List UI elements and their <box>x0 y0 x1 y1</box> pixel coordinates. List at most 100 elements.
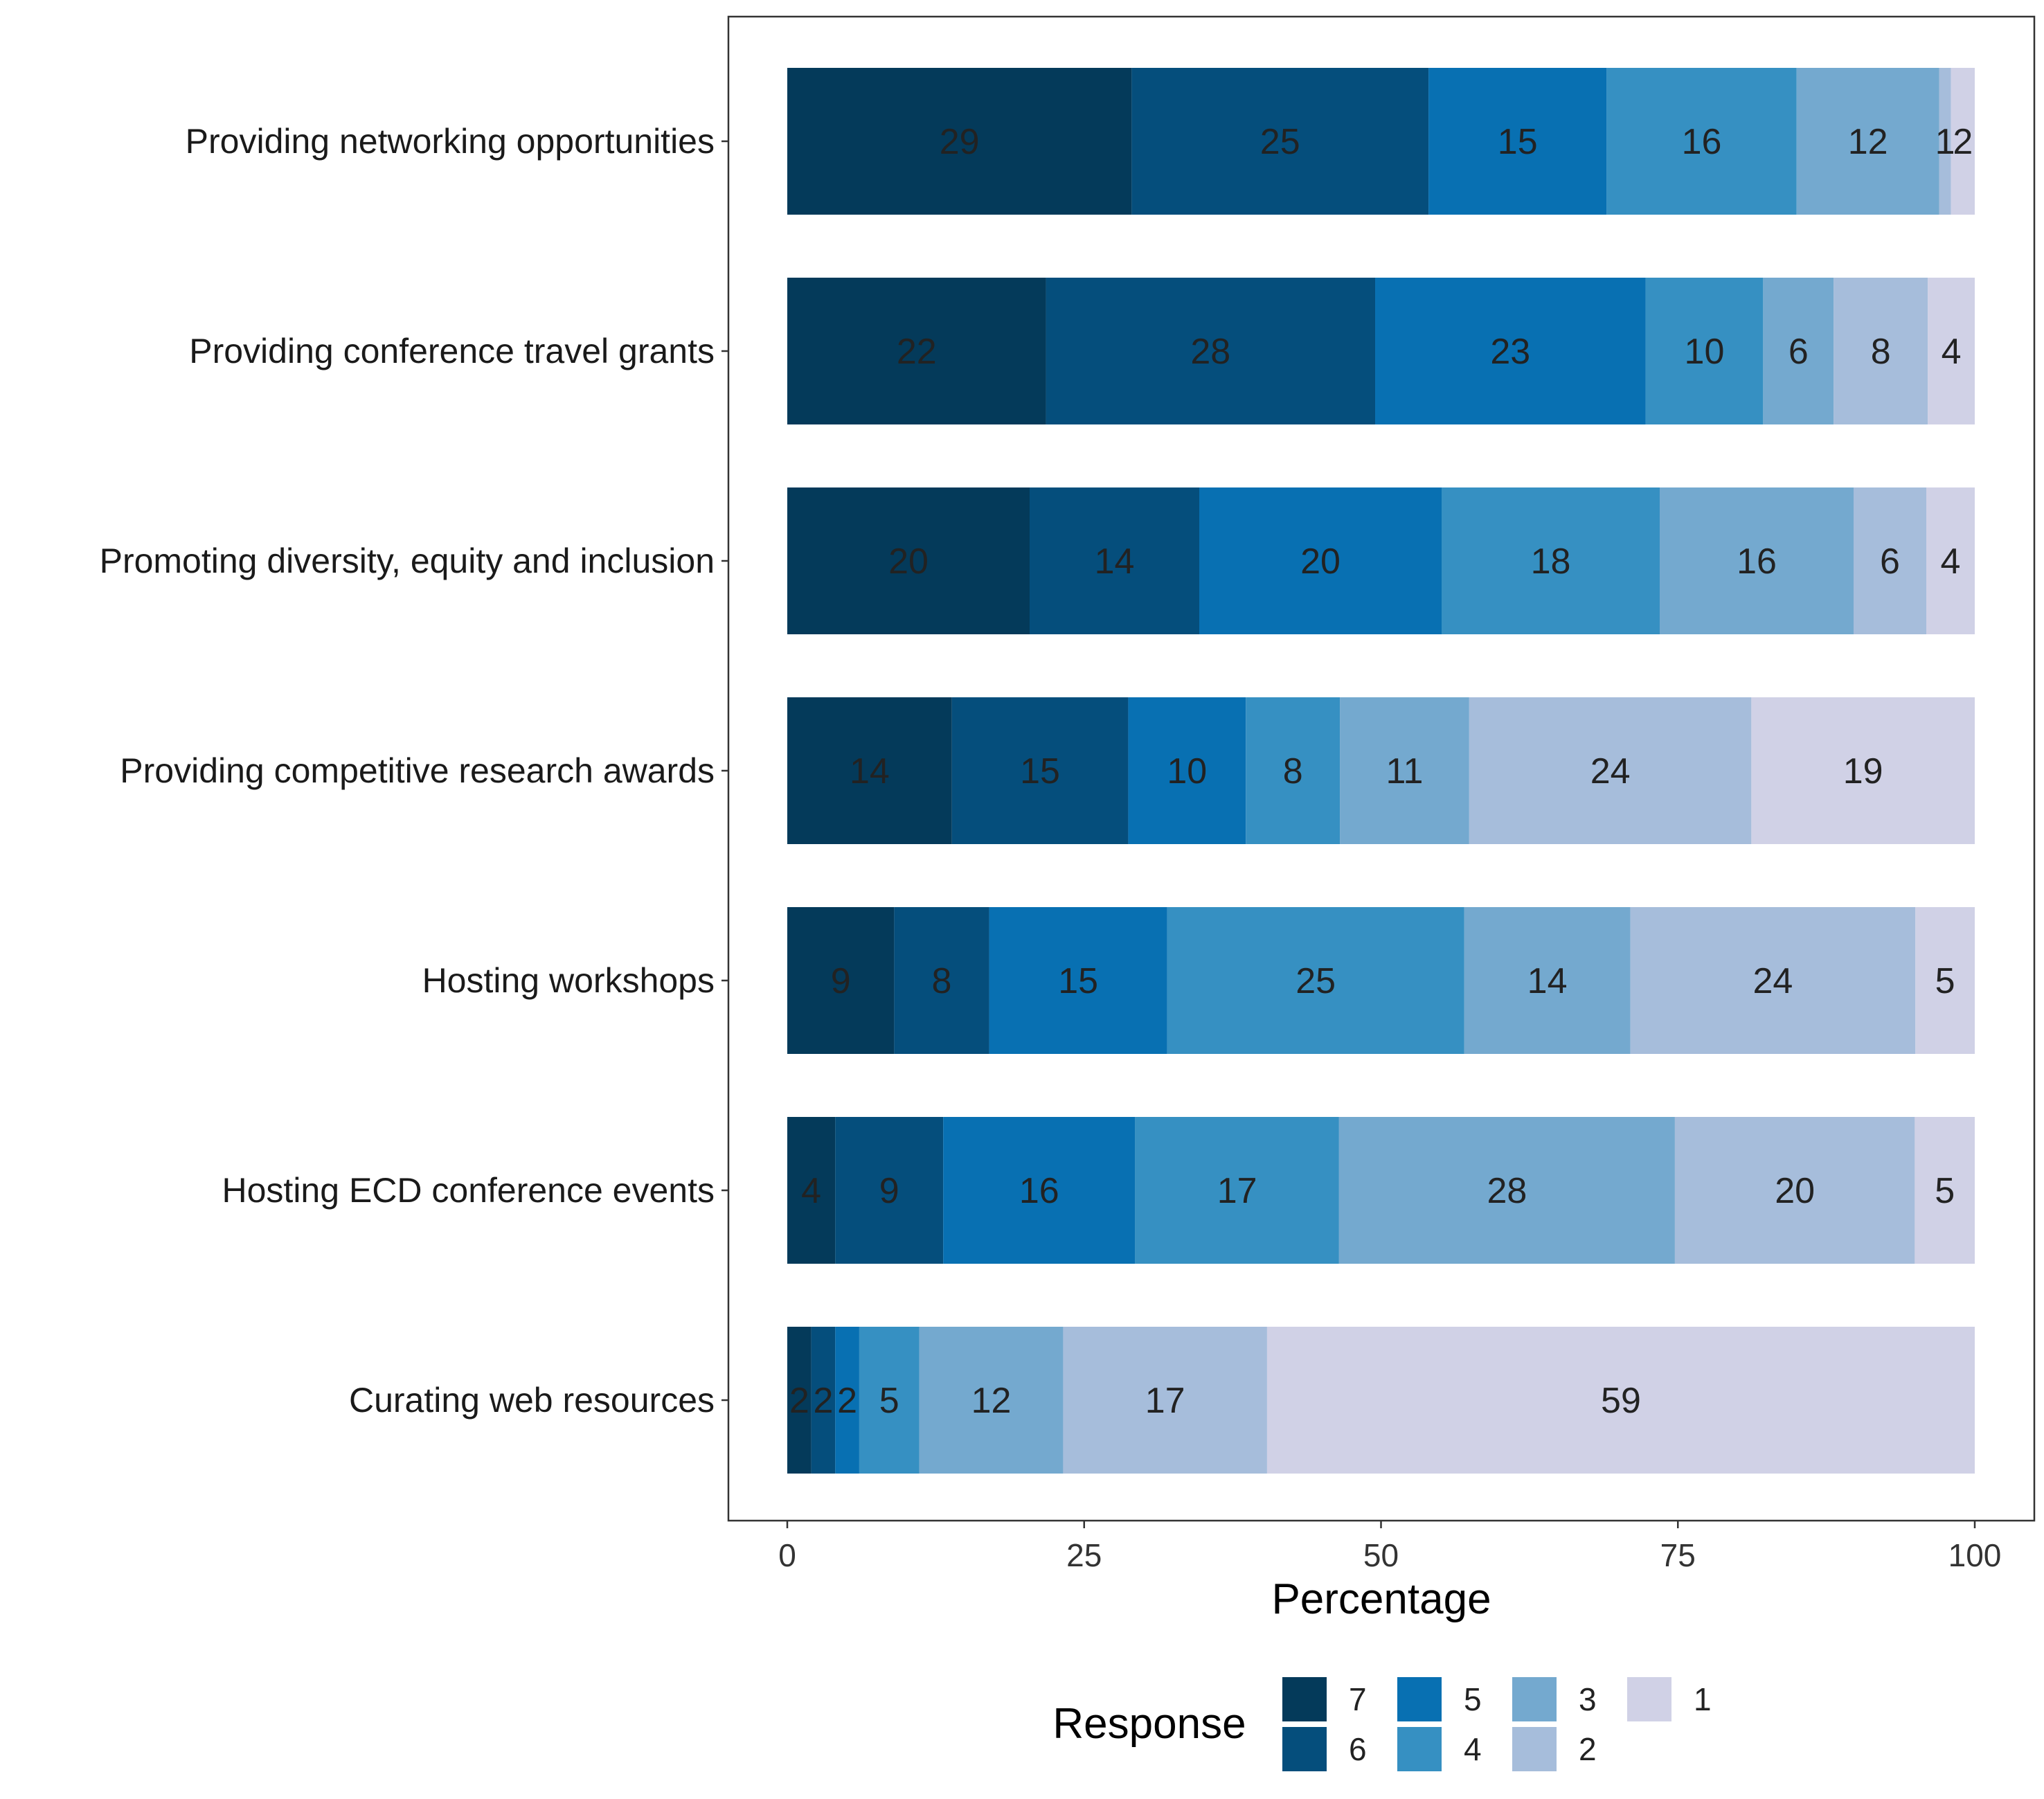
bar-segment-promoting-diversity-equity-and-inclusion-response-2 <box>1854 487 1926 634</box>
value-label-providing-conference-travel-grants-response-5: 23 <box>1490 332 1530 372</box>
category-label-hosting-workshops: Hosting workshops <box>422 961 715 1000</box>
value-label-promoting-diversity-equity-and-inclusion-response-1: 4 <box>1941 542 1961 582</box>
value-label-curating-web-resources-response-4: 5 <box>879 1381 899 1421</box>
bar-segment-providing-networking-opportunities-response-2 <box>1939 68 1951 215</box>
value-label-promoting-diversity-equity-and-inclusion-response-7: 20 <box>888 542 929 582</box>
category-axis: Providing networking opportunities Provid… <box>100 122 728 1420</box>
legend-key-3 <box>1512 1677 1557 1721</box>
bar-segment-curating-web-resources-response-1 <box>1266 1327 1975 1474</box>
legend-title: Response <box>1052 1700 1246 1748</box>
bar-segment-providing-conference-travel-grants-response-2 <box>1834 278 1928 424</box>
legend-key-4 <box>1397 1727 1442 1771</box>
value-label-promoting-diversity-equity-and-inclusion-response-2: 6 <box>1880 542 1900 582</box>
bar-segment-providing-conference-travel-grants-response-5 <box>1375 278 1646 424</box>
value-label-hosting-ecd-conference-events-response-2: 20 <box>1775 1171 1815 1211</box>
value-label-promoting-diversity-equity-and-inclusion-response-3: 16 <box>1737 542 1777 582</box>
bar-segment-hosting-workshops-response-5 <box>989 907 1167 1054</box>
value-label-providing-conference-travel-grants-response-2: 8 <box>1871 332 1891 372</box>
value-label-providing-conference-travel-grants-response-1: 4 <box>1942 332 1962 372</box>
value-label-providing-competitive-research-awards-response-3: 11 <box>1386 751 1423 791</box>
value-label-curating-web-resources-response-2: 17 <box>1145 1381 1185 1421</box>
legend-key-6 <box>1282 1727 1327 1771</box>
bar-segment-hosting-workshops-response-1 <box>1915 907 1975 1054</box>
bar-segment-curating-web-resources-response-2 <box>1063 1327 1267 1474</box>
bar-segment-promoting-diversity-equity-and-inclusion-response-7 <box>787 487 1030 634</box>
value-label-providing-networking-opportunities-response-1: 2 <box>1953 122 1973 162</box>
value-label-hosting-ecd-conference-events-response-6: 9 <box>879 1171 899 1211</box>
bar-segment-providing-conference-travel-grants-response-6 <box>1046 278 1376 424</box>
category-label-providing-competitive-research-awards: Providing competitive research awards <box>120 751 715 790</box>
value-label-hosting-workshops-response-5: 15 <box>1058 961 1098 1001</box>
value-label-providing-conference-travel-grants-response-4: 10 <box>1685 332 1725 372</box>
value-label-providing-competitive-research-awards-response-4: 8 <box>1283 751 1303 791</box>
bar-segment-providing-competitive-research-awards-response-6 <box>951 697 1129 844</box>
value-label-hosting-ecd-conference-events-response-4: 17 <box>1217 1171 1257 1211</box>
bar-segment-hosting-ecd-conference-events-response-3 <box>1338 1117 1675 1264</box>
category-label-hosting-ecd-conference-events: Hosting ECD conference events <box>222 1171 715 1210</box>
bar-segment-curating-web-resources-response-4 <box>859 1327 920 1474</box>
value-label-hosting-workshops-response-4: 25 <box>1296 961 1336 1001</box>
legend-key-5 <box>1397 1677 1442 1721</box>
bars-layer <box>787 68 1975 1474</box>
legend-label-5: 5 <box>1464 1681 1482 1717</box>
value-label-hosting-workshops-response-3: 14 <box>1527 961 1568 1001</box>
bar-segment-providing-networking-opportunities-response-4 <box>1606 68 1797 215</box>
value-label-providing-competitive-research-awards-response-7: 14 <box>850 751 890 791</box>
bar-segment-hosting-ecd-conference-events-response-5 <box>943 1117 1136 1264</box>
bar-segment-promoting-diversity-equity-and-inclusion-response-3 <box>1660 487 1854 634</box>
value-label-promoting-diversity-equity-and-inclusion-response-5: 20 <box>1300 542 1341 582</box>
value-label-hosting-ecd-conference-events-response-1: 5 <box>1935 1171 1955 1211</box>
x-axis: 0 25 50 75 100 <box>778 1521 2001 1573</box>
value-label-providing-competitive-research-awards-response-5: 10 <box>1167 751 1207 791</box>
bar-segment-providing-competitive-research-awards-response-2 <box>1469 697 1752 844</box>
value-label-providing-competitive-research-awards-response-2: 24 <box>1590 751 1631 791</box>
x-tick-label-50: 50 <box>1363 1537 1399 1573</box>
value-label-hosting-workshops-response-2: 24 <box>1753 961 1793 1001</box>
value-label-hosting-workshops-response-6: 8 <box>931 961 951 1001</box>
x-tick-label-100: 100 <box>1948 1537 2002 1573</box>
value-label-providing-conference-travel-grants-response-7: 22 <box>897 332 937 372</box>
value-label-hosting-ecd-conference-events-response-7: 4 <box>801 1171 821 1211</box>
value-label-promoting-diversity-equity-and-inclusion-response-4: 18 <box>1531 542 1571 582</box>
bar-segment-hosting-workshops-response-6 <box>894 907 989 1054</box>
category-label-providing-networking-opportunities: Providing networking opportunities <box>186 122 715 161</box>
legend-key-1 <box>1627 1677 1671 1721</box>
value-label-providing-networking-opportunities-response-4: 16 <box>1682 122 1722 162</box>
legend-label-6: 6 <box>1349 1731 1367 1767</box>
bar-segment-providing-networking-opportunities-response-7 <box>787 68 1132 215</box>
bar-segment-hosting-ecd-conference-events-response-2 <box>1674 1117 1915 1264</box>
bar-segment-promoting-diversity-equity-and-inclusion-response-4 <box>1442 487 1660 634</box>
bar-segment-hosting-workshops-response-7 <box>787 907 895 1054</box>
bar-segment-hosting-ecd-conference-events-response-1 <box>1915 1117 1975 1264</box>
bar-segment-curating-web-resources-response-6 <box>811 1327 836 1474</box>
value-label-curating-web-resources-response-5: 2 <box>837 1381 857 1421</box>
legend-label-2: 2 <box>1579 1731 1597 1767</box>
bar-segment-providing-networking-opportunities-response-3 <box>1796 68 1939 215</box>
x-tick-label-0: 0 <box>778 1537 796 1573</box>
bar-segment-providing-networking-opportunities-response-5 <box>1428 68 1607 215</box>
value-label-hosting-ecd-conference-events-response-5: 16 <box>1019 1171 1059 1211</box>
bar-segment-providing-competitive-research-awards-response-7 <box>787 697 952 844</box>
value-label-providing-networking-opportunities-response-6: 25 <box>1260 122 1300 162</box>
value-label-hosting-ecd-conference-events-response-3: 28 <box>1487 1171 1527 1211</box>
bar-segment-providing-conference-travel-grants-response-7 <box>787 278 1046 424</box>
value-label-providing-networking-opportunities-response-3: 12 <box>1848 122 1888 162</box>
bar-segment-curating-web-resources-response-5 <box>835 1327 859 1474</box>
legend-label-1: 1 <box>1694 1681 1712 1717</box>
value-label-providing-competitive-research-awards-response-6: 15 <box>1020 751 1060 791</box>
bar-segment-providing-competitive-research-awards-response-1 <box>1751 697 1975 844</box>
bar-segment-curating-web-resources-response-3 <box>919 1327 1064 1474</box>
value-label-providing-networking-opportunities-response-5: 15 <box>1498 122 1538 162</box>
legend-label-4: 4 <box>1464 1731 1482 1767</box>
value-label-curating-web-resources-response-6: 2 <box>814 1381 834 1421</box>
legend-key-2 <box>1512 1727 1557 1771</box>
bar-segment-hosting-ecd-conference-events-response-4 <box>1135 1117 1339 1264</box>
value-label-providing-networking-opportunities-response-7: 29 <box>940 122 980 162</box>
bar-segment-providing-competitive-research-awards-response-5 <box>1128 697 1246 844</box>
value-label-curating-web-resources-response-7: 2 <box>789 1381 809 1421</box>
category-label-curating-web-resources: Curating web resources <box>349 1381 715 1420</box>
bar-segment-providing-networking-opportunities-response-1 <box>1951 68 1975 215</box>
x-tick-label-25: 25 <box>1066 1537 1102 1573</box>
x-tick-label-75: 75 <box>1660 1537 1696 1573</box>
